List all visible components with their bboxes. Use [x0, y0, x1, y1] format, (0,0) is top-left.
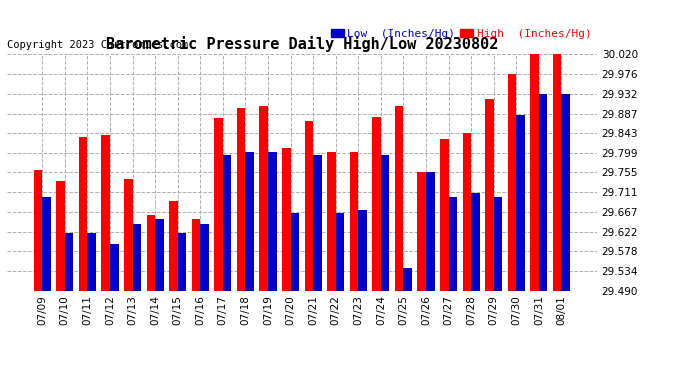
Bar [562, 94, 570, 291]
Bar [237, 108, 246, 291]
Bar [531, 54, 539, 291]
Bar [304, 121, 313, 291]
Bar [358, 210, 367, 291]
Bar [79, 137, 88, 291]
Bar [485, 99, 494, 291]
Bar [146, 215, 155, 291]
Bar [448, 197, 457, 291]
Bar [101, 135, 110, 291]
Text: Copyright 2023 Cartronics.com: Copyright 2023 Cartronics.com [7, 40, 188, 50]
Bar [539, 94, 547, 291]
Bar [462, 133, 471, 291]
Legend: Low  (Inches/Hg), High  (Inches/Hg): Low (Inches/Hg), High (Inches/Hg) [331, 29, 591, 39]
Bar [404, 268, 412, 291]
Bar [426, 172, 435, 291]
Bar [215, 118, 223, 291]
Bar [440, 139, 449, 291]
Bar [57, 182, 65, 291]
Bar [200, 224, 209, 291]
Title: Barometric Pressure Daily High/Low 20230802: Barometric Pressure Daily High/Low 20230… [106, 36, 498, 52]
Bar [336, 213, 344, 291]
Bar [65, 232, 73, 291]
Bar [155, 219, 164, 291]
Bar [34, 170, 42, 291]
Bar [192, 219, 200, 291]
Bar [268, 153, 277, 291]
Bar [88, 232, 96, 291]
Bar [516, 116, 525, 291]
Bar [373, 117, 381, 291]
Bar [178, 232, 186, 291]
Bar [246, 153, 254, 291]
Bar [381, 154, 389, 291]
Bar [327, 153, 336, 291]
Bar [42, 197, 51, 291]
Bar [313, 154, 322, 291]
Bar [471, 192, 480, 291]
Bar [290, 213, 299, 291]
Bar [169, 201, 178, 291]
Bar [508, 74, 516, 291]
Bar [417, 172, 426, 291]
Bar [110, 244, 119, 291]
Bar [223, 154, 231, 291]
Bar [132, 224, 141, 291]
Bar [259, 106, 268, 291]
Bar [395, 106, 404, 291]
Bar [350, 153, 358, 291]
Bar [124, 179, 132, 291]
Bar [553, 54, 562, 291]
Bar [494, 197, 502, 291]
Bar [282, 148, 290, 291]
